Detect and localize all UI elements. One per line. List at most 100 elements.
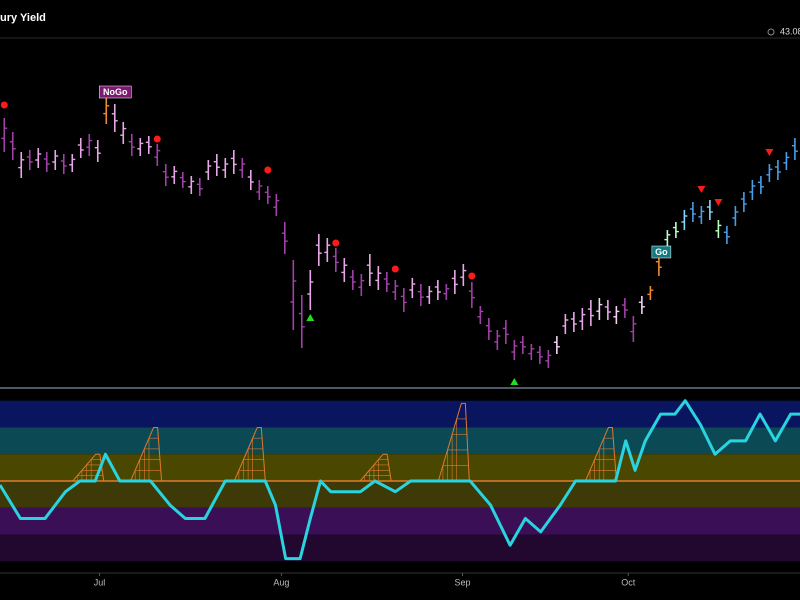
price-bar (324, 238, 331, 262)
price-bar (766, 164, 773, 182)
price-bar (341, 258, 348, 282)
price-bar (349, 270, 356, 290)
price-bar (298, 295, 305, 348)
price-bar (604, 300, 611, 320)
price-bar (9, 132, 16, 160)
price-bar (681, 210, 688, 230)
x-tick-label: Aug (273, 577, 289, 587)
annotation-label: Go (655, 247, 668, 257)
oscillator-panel (0, 399, 800, 562)
x-tick-label: Jul (94, 577, 106, 587)
price-bar (358, 274, 365, 296)
price-bar (434, 280, 441, 300)
price-bar (18, 152, 25, 178)
price-bar (366, 254, 373, 286)
signal-dot (391, 265, 399, 273)
price-bar (145, 136, 152, 154)
signal-down (765, 149, 774, 156)
price-bar (672, 222, 679, 238)
price-bar (562, 314, 569, 334)
price-bar (188, 176, 195, 194)
price-bar (86, 134, 93, 156)
price-bar (26, 150, 33, 170)
oscillator-band (0, 454, 800, 481)
price-bar (545, 350, 552, 368)
price-bar (715, 220, 722, 238)
header-value: 43.08 (780, 26, 800, 36)
price-bar (273, 194, 280, 216)
price-bar (171, 166, 178, 184)
chart-title: ury Yield (0, 12, 46, 24)
price-bar (664, 230, 671, 246)
price-bar (587, 300, 594, 326)
spike-outline (359, 453, 392, 482)
price-bar (757, 176, 764, 194)
signal-dot (468, 272, 476, 280)
price-bar (154, 144, 161, 166)
price-bar (332, 248, 339, 272)
price-bar (120, 122, 127, 144)
oscillator-spike (233, 426, 266, 482)
price-bar (630, 316, 637, 342)
price-bar (647, 286, 654, 300)
price-bar (528, 344, 535, 360)
price-bar (494, 330, 501, 350)
signal-down (697, 186, 706, 193)
price-bar (468, 282, 475, 308)
price-bar (43, 152, 50, 172)
price-bar (732, 206, 739, 226)
price-bar (247, 170, 254, 190)
price-bar (579, 308, 586, 330)
price-bar (264, 186, 271, 204)
price-bar (502, 320, 509, 344)
price-bar (35, 148, 42, 168)
oscillator-spike (437, 402, 470, 482)
price-bar (52, 150, 59, 170)
price-bar (409, 278, 416, 298)
price-bar (137, 138, 144, 156)
price-bar (103, 98, 110, 124)
price-bar (179, 172, 186, 188)
price-bar (723, 226, 730, 244)
x-tick-label: Oct (621, 577, 636, 587)
x-tick-label: Sep (454, 577, 470, 587)
price-bar (315, 234, 322, 266)
price-bar (128, 134, 135, 156)
price-bar (426, 286, 433, 304)
price-bar (443, 284, 450, 300)
price-bar (196, 178, 203, 196)
spike-outline (584, 426, 617, 482)
oscillator-spike (584, 426, 617, 482)
price-bar (613, 306, 620, 324)
price-bar (553, 336, 560, 354)
price-bar (94, 140, 101, 162)
price-bar (162, 164, 169, 186)
signal-dot (153, 135, 161, 143)
price-bar (511, 340, 518, 360)
price-bar (417, 284, 424, 306)
price-bar (213, 154, 220, 176)
price-bar (621, 298, 628, 318)
price-bar (698, 206, 705, 224)
signal-down (714, 199, 723, 206)
price-bar (383, 272, 390, 292)
price-bar (477, 306, 484, 324)
price-bar (536, 346, 543, 364)
price-bar (111, 104, 118, 132)
price-bar (230, 150, 237, 174)
price-bar (689, 202, 696, 222)
annotation-box (99, 85, 132, 99)
price-bar (596, 298, 603, 320)
price-bar (570, 312, 577, 332)
price-bar (740, 192, 747, 212)
spike-outline (130, 426, 163, 482)
price-bar (77, 138, 84, 158)
price-bar (774, 160, 781, 180)
price-bar (392, 280, 399, 300)
signal-up (510, 378, 519, 385)
price-bar (375, 266, 382, 290)
signal-dot (0, 101, 8, 109)
price-bar (256, 180, 263, 200)
price-bar (239, 158, 246, 178)
